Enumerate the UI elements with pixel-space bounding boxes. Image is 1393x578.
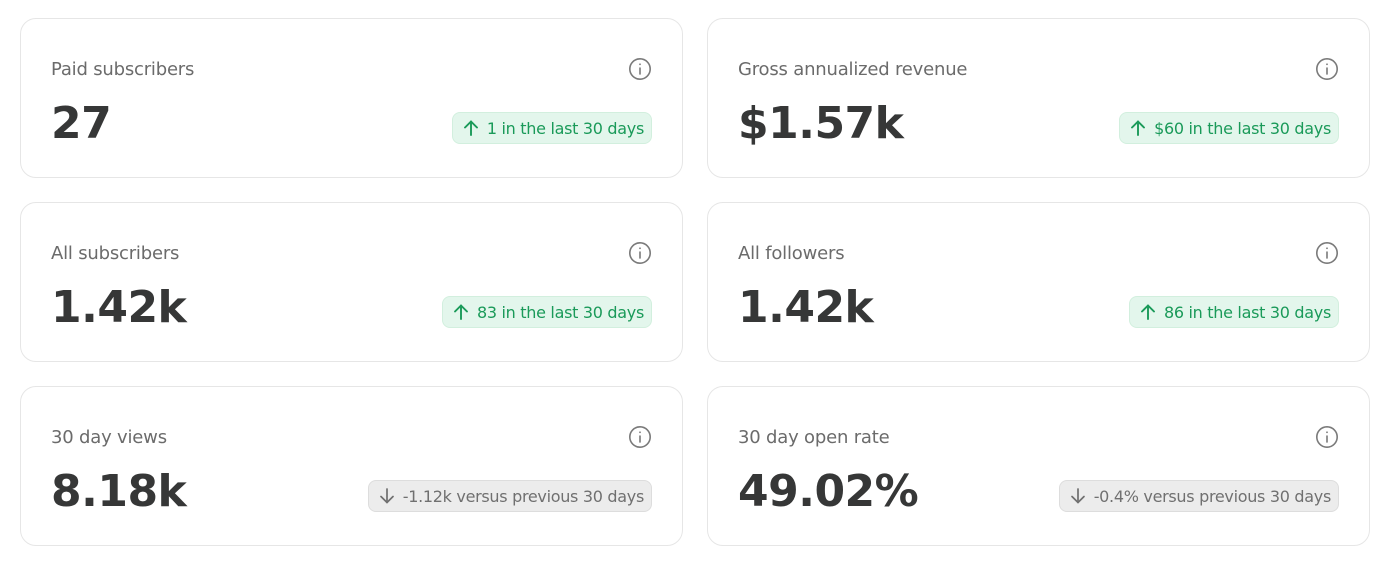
stat-label: Paid subscribers [51,59,195,80]
arrow-down-icon [379,488,394,504]
stat-card-gross-annualized-revenue: Gross annualized revenue $1.57k $60 in t… [707,18,1370,178]
stat-value: 1.42k [738,282,874,333]
arrow-up-icon [454,304,468,320]
stat-card-all-subscribers: All subscribers 1.42k 83 in the last 30 … [20,202,683,362]
arrow-up-icon [463,120,478,136]
stat-card-30-day-open-rate: 30 day open rate 49.02% -0.4% versus pre… [707,386,1370,546]
trend-text: 86 in the last 30 days [1163,302,1331,322]
trend-badge: 83 in the last 30 days [441,296,652,328]
trend-badge: 86 in the last 30 days [1128,296,1339,328]
info-icon[interactable] [1315,57,1339,81]
trend-badge: -1.12k versus previous 30 days [367,480,652,512]
arrow-up-icon [1141,304,1155,320]
trend-text: 1 in the last 30 days [486,118,644,138]
stat-label: Gross annualized revenue [738,59,968,80]
trend-badge: $60 in the last 30 days [1119,112,1339,144]
stat-card-30-day-views: 30 day views 8.18k -1.12k versus previou… [20,386,683,546]
stat-value: 49.02% [738,466,919,517]
info-icon[interactable] [628,241,652,265]
stat-value: $1.57k [738,98,904,149]
trend-text: -0.4% versus previous 30 days [1093,486,1332,506]
trend-badge: -0.4% versus previous 30 days [1058,480,1339,512]
stat-value: 1.42k [51,282,187,333]
stat-label: All subscribers [51,243,180,264]
stat-value: 27 [51,98,112,149]
arrow-down-icon [1070,488,1085,504]
stat-value: 8.18k [51,466,187,517]
trend-text: $60 in the last 30 days [1154,118,1331,138]
stat-label: 30 day views [51,427,167,448]
stat-label: All followers [738,243,845,264]
trend-text: -1.12k versus previous 30 days [402,486,645,506]
stat-card-paid-subscribers: Paid subscribers 27 1 in the last 30 day… [20,18,683,178]
info-icon[interactable] [1315,425,1339,449]
stat-label: 30 day open rate [738,427,890,448]
arrow-up-icon [1131,120,1146,136]
info-icon[interactable] [1315,241,1339,265]
trend-badge: 1 in the last 30 days [451,112,652,144]
info-icon[interactable] [628,57,652,81]
trend-text: 83 in the last 30 days [476,302,644,322]
info-icon[interactable] [628,425,652,449]
stat-card-all-followers: All followers 1.42k 86 in the last 30 da… [707,202,1370,362]
